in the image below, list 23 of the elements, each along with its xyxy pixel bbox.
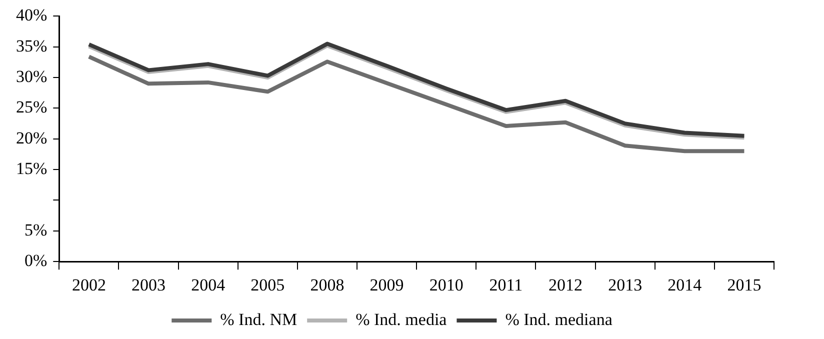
x-tick-label: 2003 — [132, 275, 166, 294]
y-tick-label: 35% — [16, 36, 48, 56]
legend-label: % Ind. mediana — [505, 310, 613, 329]
y-tick-label: 15% — [16, 159, 48, 178]
y-tick-label: 0% — [24, 251, 48, 270]
y-tick-label: 25% — [16, 98, 48, 117]
y-tick-label: 20% — [16, 128, 48, 148]
x-tick-label: 2015 — [727, 275, 762, 294]
x-tick-label: 2011 — [489, 275, 523, 294]
y-tick-label: 5% — [24, 220, 48, 240]
x-tick-label: 2010 — [429, 275, 464, 294]
y-tick-label: 40% — [16, 6, 48, 25]
legend-label: % Ind. media — [356, 310, 448, 329]
y-tick-label: 30% — [16, 67, 48, 86]
legend-label: % Ind. NM — [220, 310, 298, 329]
x-tick-label: 2004 — [191, 275, 226, 294]
x-tick-label: 2002 — [72, 275, 106, 294]
x-tick-label: 2012 — [548, 275, 583, 294]
x-tick-label: 2014 — [668, 275, 702, 294]
x-tick-label: 2013 — [608, 275, 642, 294]
x-tick-label: 2008 — [310, 275, 344, 294]
x-tick-label: 2009 — [370, 275, 404, 294]
x-tick-label: 2005 — [250, 275, 285, 294]
